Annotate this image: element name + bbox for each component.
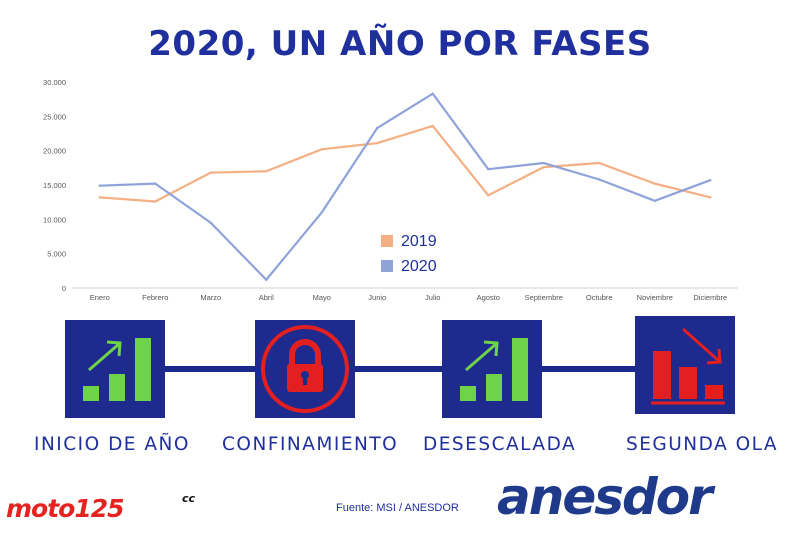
data-point-2019	[265, 170, 268, 173]
data-point-2020	[98, 184, 101, 187]
data-point-2019	[431, 124, 434, 128]
padlock-icon	[261, 325, 349, 413]
y-tick-label: 30.000	[43, 78, 66, 87]
legend-label: 2020	[401, 258, 437, 275]
legend-swatch	[381, 260, 393, 272]
data-point-2019	[209, 171, 212, 174]
x-tick-label: Octubre	[586, 293, 613, 302]
y-tick-label: 5.000	[47, 250, 66, 259]
x-tick-label: Septiembre	[525, 293, 563, 302]
data-point-2019	[320, 148, 323, 151]
data-point-2019	[542, 165, 545, 169]
phase-confinamiento-box	[255, 320, 355, 418]
data-point-2020	[265, 278, 268, 281]
x-tick-label: Diciembre	[693, 293, 727, 302]
legend-label: 2019	[401, 233, 437, 250]
y-tick-label: 20.000	[43, 147, 66, 156]
data-point-2020	[653, 199, 656, 202]
data-point-2020	[431, 92, 434, 95]
x-tick-label: Abril	[259, 293, 274, 302]
phase-label-desescalada: DESESCALADA	[423, 434, 577, 455]
data-point-2020	[487, 168, 490, 171]
data-point-2020	[154, 182, 157, 185]
phase-label-segunda-ola: SEGUNDA OLA	[626, 434, 779, 455]
data-point-2019	[154, 200, 157, 203]
x-tick-label: Junio	[368, 293, 386, 302]
x-tick-label: Julio	[425, 293, 440, 302]
x-tick-label: Noviembre	[637, 293, 673, 302]
data-point-2020	[320, 211, 323, 214]
page-title: 2020, UN AÑO POR FASES	[148, 24, 652, 64]
series-line-2020	[99, 92, 711, 281]
line-chart: 0 5.000 10.000 15.000 20.000 25.000 30.000 Ener…	[43, 78, 738, 302]
data-point-2019	[487, 194, 490, 197]
y-tick-label: 0	[62, 284, 66, 293]
declining-bars-icon	[651, 327, 725, 405]
data-point-2019	[376, 141, 379, 145]
data-point-2019	[98, 196, 101, 199]
data-point-2019	[653, 182, 656, 185]
anesdor-logo: anesdor	[497, 468, 713, 526]
phase-label-inicio: INICIO DE AÑO	[34, 434, 190, 455]
data-point-2020	[542, 161, 545, 165]
data-point-2019	[598, 161, 601, 165]
data-point-2020	[376, 126, 379, 130]
phase-segunda-ola-box	[635, 316, 735, 414]
y-tick-label: 15.000	[43, 181, 66, 190]
timeline-line	[100, 366, 690, 372]
phase-label-confinamiento: CONFINAMIENTO	[222, 434, 399, 455]
data-point-2019	[709, 196, 712, 199]
moto125-logo: moto125 cc	[6, 492, 195, 523]
phase-inicio-box	[65, 320, 165, 418]
legend-swatch	[381, 235, 393, 247]
x-tick-label: Marzo	[200, 293, 221, 302]
series-line-2019	[99, 124, 711, 203]
x-tick-label: Enero	[90, 293, 110, 302]
x-tick-label: Mayo	[313, 293, 331, 302]
moto125-logo-text: moto125	[6, 494, 125, 523]
growth-bars-icon	[83, 338, 151, 401]
moto125-logo-cc: cc	[182, 492, 196, 505]
x-tick-label: Febrero	[142, 293, 168, 302]
data-point-2020	[209, 221, 212, 224]
x-tick-label: Agosto	[477, 293, 500, 302]
data-point-2020	[598, 178, 601, 181]
y-tick-label: 25.000	[43, 112, 66, 121]
y-tick-label: 10.000	[43, 215, 66, 224]
phase-desescalada-box	[442, 320, 542, 418]
growth-bars-icon	[460, 338, 528, 401]
data-point-2020	[709, 178, 712, 182]
source-note: Fuente: MSI / ANESDOR	[336, 502, 459, 514]
